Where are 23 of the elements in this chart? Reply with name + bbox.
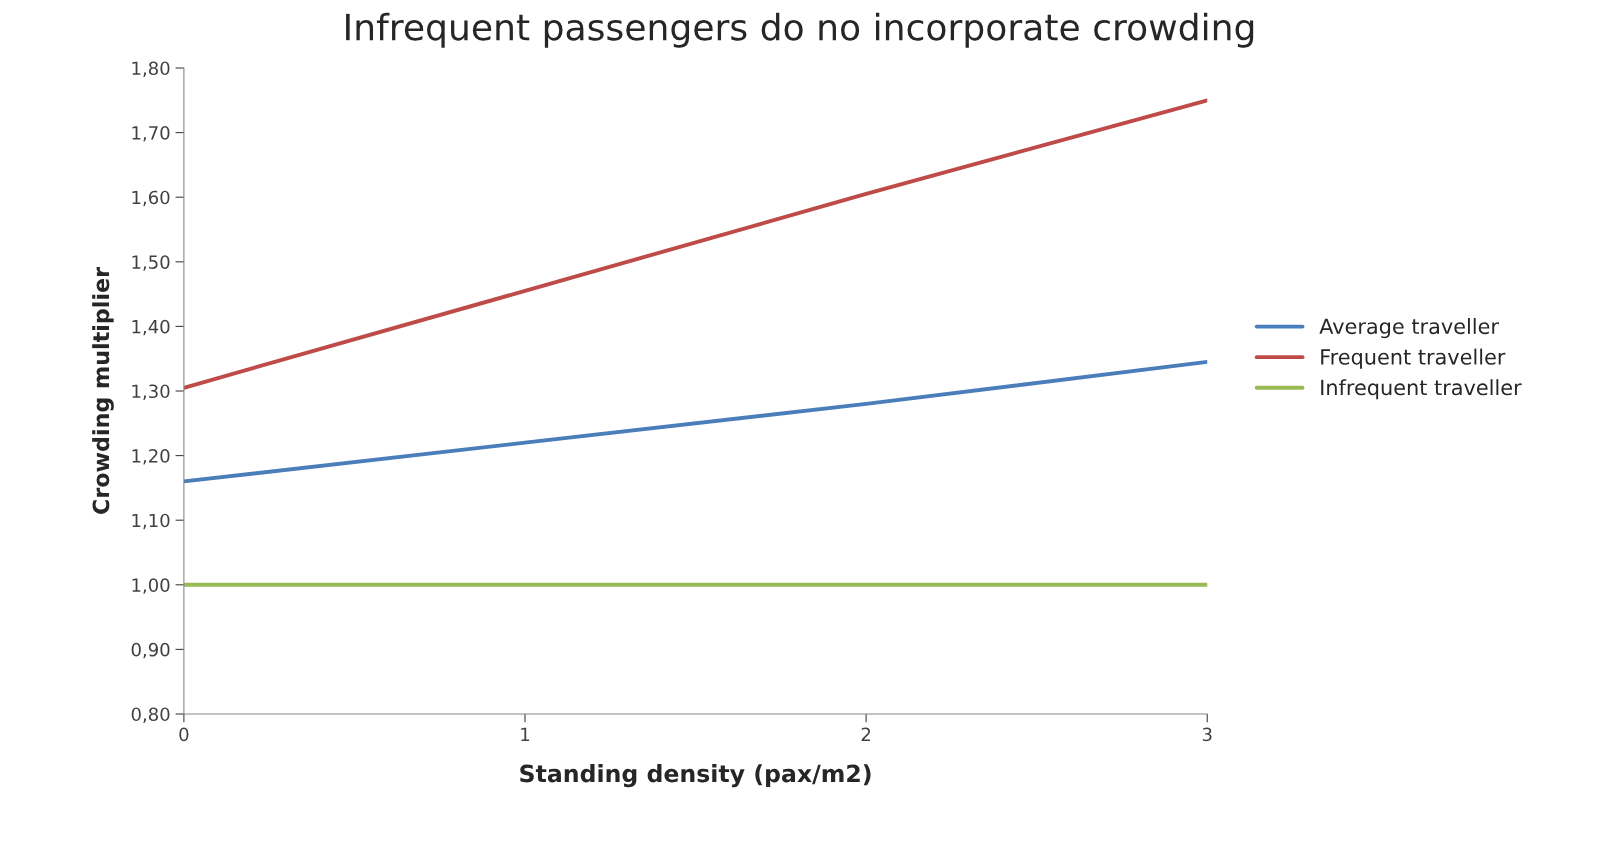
y-tick-label: 1,80 <box>132 61 170 77</box>
y-tick-label: 1,40 <box>132 319 170 336</box>
legend-label: Infrequent traveller <box>1321 379 1522 400</box>
x-axis-title: Standing density (pax/m2) <box>520 764 871 788</box>
y-tick-label: 1,20 <box>132 449 170 465</box>
chart-title: Infrequent passengers do no incorporate crowding <box>346 12 1254 48</box>
x-tick-label: 2 <box>861 727 871 741</box>
line-series <box>183 359 1208 484</box>
legend-label: Average traveller <box>1319 318 1499 339</box>
legend-label: Frequent traveller <box>1321 348 1506 369</box>
y-tick-label: 1,30 <box>132 384 170 400</box>
y-tick-label: 1,00 <box>132 578 170 594</box>
x-tick-label: 3 <box>1202 727 1212 742</box>
y-tick-label: 0,80 <box>131 707 170 723</box>
y-tick-label: 0,90 <box>131 642 170 659</box>
y-axis-title: Crowding multiplier <box>92 267 114 514</box>
y-tick-label: 1,60 <box>132 190 170 207</box>
x-tick-label: 0 <box>179 727 189 742</box>
y-tick-label: 1,50 <box>132 255 170 271</box>
line-series <box>183 98 1208 390</box>
y-tick-label: 1,70 <box>132 126 170 142</box>
y-tick-label: 1,10 <box>132 513 170 530</box>
x-tick-label: 1 <box>521 727 530 741</box>
